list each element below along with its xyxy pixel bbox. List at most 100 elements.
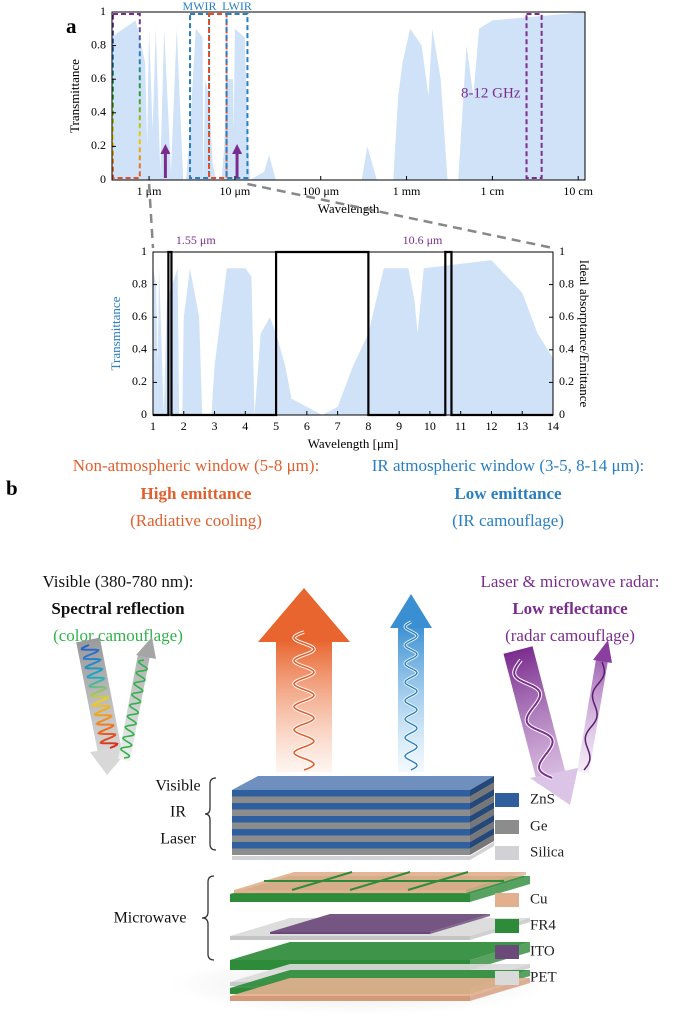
block-layer-side	[470, 828, 494, 849]
y2-tick-label: 0.6	[559, 309, 574, 323]
block-layer	[232, 822, 470, 829]
x-tick-label: 1	[150, 419, 156, 433]
plate-top	[230, 978, 530, 996]
plate-side	[430, 914, 490, 934]
band-box	[208, 13, 228, 179]
y2-tick-label: 0	[559, 407, 565, 421]
arrow-head	[530, 768, 578, 805]
legend-swatch	[495, 893, 519, 907]
header-line: (Radiative cooling)	[130, 511, 262, 530]
y-tick-label: 0	[141, 407, 147, 421]
block-layer	[232, 816, 470, 823]
legend-label: PET	[530, 969, 557, 985]
y-tick-label: 0.6	[132, 309, 147, 323]
band-label: LWIR	[222, 0, 252, 13]
legend-swatch	[495, 820, 519, 834]
legend-swatch	[495, 945, 519, 959]
arrow-head	[136, 637, 156, 659]
brace	[204, 777, 217, 851]
emission-arrow	[276, 640, 332, 772]
annotation: 1.55 μm	[176, 233, 216, 247]
x-tick-label: 8	[365, 419, 371, 433]
layer-stack	[230, 776, 530, 1001]
block-layer	[232, 848, 470, 855]
block-layer	[232, 835, 470, 842]
block-layer-side	[470, 795, 494, 816]
stack-label: Microwave	[114, 910, 187, 927]
zoom-connector	[147, 183, 155, 249]
header-line: High emittance	[141, 484, 252, 503]
y-tick-label: 1	[100, 4, 106, 18]
x-tick-label: 1 cm	[481, 184, 505, 198]
header-line: (IR camouflage)	[452, 511, 564, 530]
transmittance-area	[153, 260, 553, 415]
plate-top	[230, 942, 530, 960]
caption-line: Visible (380-780 nm):	[42, 572, 193, 591]
block-layer	[232, 803, 470, 810]
x-tick-label: 4	[242, 419, 248, 433]
y2-tick-label: 0.2	[559, 374, 574, 388]
wave	[404, 621, 418, 771]
x-tick-label: 5	[273, 419, 279, 433]
legend-swatch	[495, 971, 519, 985]
y-tick-label: 0.8	[132, 276, 147, 290]
y2-tick-label: 1	[559, 244, 565, 258]
y-tick-label: 0.2	[132, 374, 147, 388]
x-tick-label: 10	[424, 419, 436, 433]
plot-frame	[152, 251, 554, 416]
radar-incident-arrow	[503, 646, 567, 784]
plate-front	[230, 936, 470, 940]
block-layer-side	[470, 821, 494, 842]
header-line: IR atmospheric window (3-5, 8-14 μm):	[372, 456, 645, 475]
arrow-head	[258, 588, 350, 642]
block-layer-side	[470, 776, 494, 797]
legend-swatch	[495, 793, 519, 807]
y-tick-label: 1	[141, 244, 147, 258]
block-layer-side	[470, 815, 494, 836]
x-tick-label: 10 μm	[219, 184, 250, 198]
x-tick-label: 14	[547, 419, 559, 433]
legend-label: FR4	[530, 917, 556, 933]
stack-label: Laser	[160, 831, 196, 848]
caption-line: Spectral reflection	[51, 599, 185, 618]
header-line: Low emittance	[454, 484, 562, 503]
legend-swatch	[495, 846, 519, 860]
block-layer-side	[470, 789, 494, 810]
stack-label: IR	[170, 804, 186, 821]
x-tick-label: 100 μm	[302, 184, 339, 198]
x-tick-label: 3	[212, 419, 218, 433]
panel-label: a	[66, 14, 77, 38]
transmittance-area	[112, 12, 585, 180]
block-layer	[232, 809, 470, 816]
x-axis-label: Wavelength [μm]	[308, 436, 399, 451]
annotation: 10.6 μm	[403, 233, 443, 247]
y2-tick-label: 0.4	[559, 342, 574, 356]
y-tick-label: 0	[100, 172, 106, 186]
band-label: MWIR	[183, 0, 217, 13]
radar-reflected-arrow	[577, 658, 608, 774]
wave	[80, 644, 119, 749]
block-layer-side	[470, 808, 494, 829]
band-box	[525, 13, 543, 179]
legend-label: Silica	[530, 844, 565, 860]
block-layer-side	[470, 834, 494, 855]
x-tick-label: 1 mm	[393, 184, 421, 198]
chart: 1 2 3 4 5 6 7 8 9 10 11 12 13 1400.20.40.60.8100.20.4…	[108, 233, 592, 451]
y-tick-label: 0.8	[91, 37, 106, 51]
wave	[293, 631, 315, 771]
y-axis-label: Transmittance	[108, 296, 123, 370]
y-tick-label: 0.4	[132, 342, 147, 356]
block-layer-side	[470, 782, 494, 803]
band-box	[111, 13, 141, 179]
wave	[119, 659, 149, 759]
panel-label: b	[6, 476, 18, 500]
y-tick-label: 0.6	[91, 71, 106, 85]
header-line: Non-atmospheric window (5-8 μm):	[73, 456, 320, 475]
stack-label: Visible	[155, 778, 200, 795]
brace	[201, 875, 215, 961]
legend-label: Cu	[530, 891, 548, 907]
plate-side	[466, 872, 526, 893]
x-tick-label: 10 cm	[563, 184, 593, 198]
